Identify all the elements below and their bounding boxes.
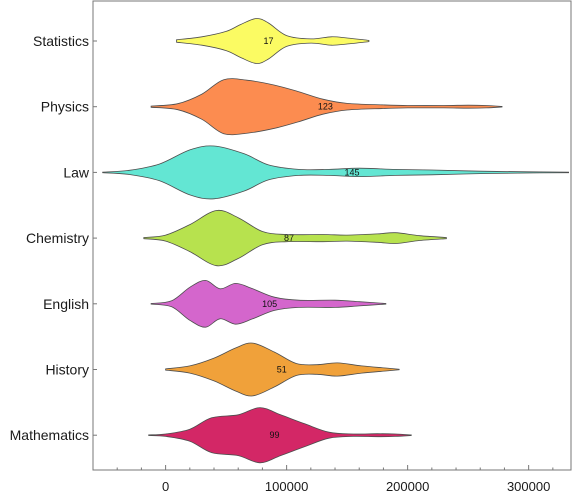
violin-chemistry: [143, 209, 447, 267]
data-label-english: 105: [262, 299, 277, 309]
data-label-chemistry: 87: [284, 233, 294, 243]
x-tick-label: 300000: [507, 479, 550, 494]
violin-law: [102, 145, 569, 200]
violin-statistics: [176, 18, 370, 64]
category-label-mathematics: Mathematics: [10, 427, 89, 443]
data-label-mathematics: 99: [270, 430, 280, 440]
data-label-statistics: 17: [263, 36, 273, 46]
x-axis: 0 100000 200000 300000: [116, 465, 554, 494]
category-label-english: English: [43, 296, 89, 312]
category-label-history: History: [45, 362, 89, 378]
plot-frame: [92, 0, 572, 471]
data-label-law: 145: [344, 167, 359, 177]
violin-english: [150, 279, 387, 328]
violin-history: [165, 342, 400, 397]
violins-group: 17 123 145 87 105 51 99: [102, 18, 569, 464]
category-label-chemistry: Chemistry: [26, 230, 89, 246]
data-label-physics: 123: [318, 102, 333, 112]
x-tick-label: 0: [162, 479, 169, 494]
violin-physics: [150, 78, 503, 136]
category-label-law: Law: [63, 164, 90, 180]
category-label-physics: Physics: [41, 99, 89, 115]
x-tick-label: 100000: [265, 479, 308, 494]
violin-mathematics: [148, 407, 412, 464]
category-label-statistics: Statistics: [33, 33, 89, 49]
x-tick-label: 200000: [386, 479, 429, 494]
data-label-history: 51: [277, 365, 287, 375]
category-axis: Statistics Physics Law Chemistry English Hist…: [10, 33, 97, 443]
